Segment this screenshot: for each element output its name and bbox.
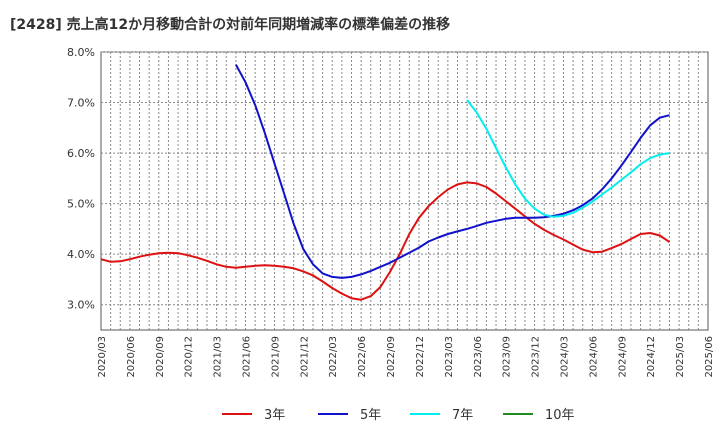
y-tick-label: 6.0% [67,147,95,160]
series-lines [100,64,671,301]
legend-label-10年: 10年 [545,408,575,423]
legend-label-3年: 3年 [264,408,285,423]
x-tick-label: 2021/06 [242,336,253,378]
x-tick-label: 2020/09 [155,336,166,378]
series-line-3年 [100,181,671,301]
y-tick-label: 8.0% [67,46,95,59]
legend: 3年 5年 7年 10年 [222,408,575,423]
x-tick-label: 2021/03 [213,336,224,378]
axes: 3.0% 4.0% 5.0% 6.0% 7.0% 8.0% 2020/03 2020/06 20… [67,46,715,378]
x-tick-label: 2020/06 [126,336,137,378]
x-tick-label: 2021/12 [299,336,310,378]
x-tick-label: 2020/12 [184,336,195,378]
legend-label-5年: 5年 [360,408,381,423]
x-tick-label: 2023/06 [473,336,484,378]
x-tick-label: 2022/09 [386,336,397,378]
x-tick-label: 2024/12 [646,336,657,378]
grid-lines [101,51,708,330]
x-tick-label: 2020/03 [97,336,108,378]
x-tick-label: 2022/03 [328,336,339,378]
x-tick-label: 2023/09 [502,336,513,378]
x-tick-label: 2024/06 [588,336,599,378]
x-tick-label: 2021/09 [270,336,281,378]
series-line-7年 [466,99,670,218]
series-line-5年 [235,64,670,279]
x-tick-label: 2025/06 [704,336,715,378]
x-tick-label: 2022/06 [357,336,368,378]
y-tick-label: 4.0% [67,248,95,261]
y-tick-label: 7.0% [67,97,95,110]
legend-label-7年: 7年 [452,408,473,423]
y-tick-label: 3.0% [67,299,95,312]
x-tick-label: 2023/12 [531,336,542,378]
x-tick-label: 2024/09 [617,336,628,378]
x-tick-label: 2025/03 [675,336,686,378]
x-tick-label: 2024/03 [559,336,570,378]
plot-area [100,51,709,331]
x-tick-label: 2023/03 [444,336,455,378]
y-tick-label: 5.0% [67,198,95,211]
chart-title: [2428] 売上高12か月移動合計の対前年同期増減率の標準偏差の推移 [10,17,451,33]
x-tick-label: 2022/12 [415,336,426,378]
